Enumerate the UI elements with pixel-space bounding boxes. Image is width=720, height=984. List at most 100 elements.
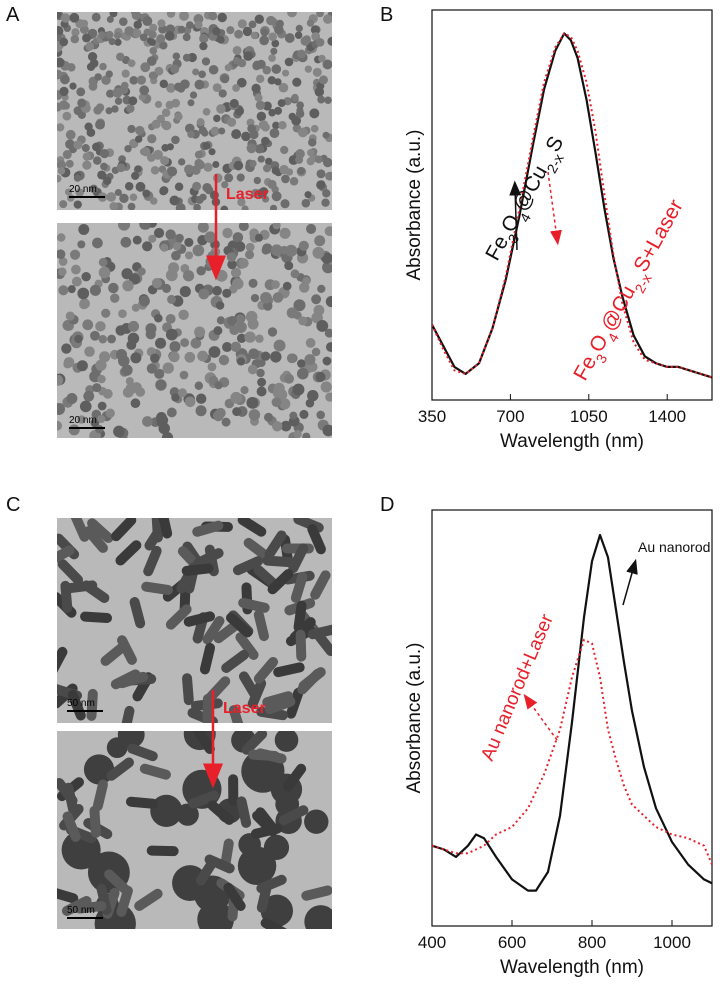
nanorod [87, 518, 114, 543]
nanorod [60, 580, 73, 613]
nanoparticle [57, 249, 66, 260]
nanoparticle [151, 119, 161, 129]
nanorod [238, 597, 270, 613]
nanoparticle [197, 223, 209, 233]
nanoparticle [194, 381, 204, 391]
nanoparticle [105, 107, 113, 115]
nanoparticle [81, 144, 90, 153]
nanoparticle [315, 371, 326, 383]
scale-bar-label: 20 nm [69, 184, 97, 195]
nanoparticle [257, 155, 265, 163]
nanoparticle [231, 129, 242, 140]
nanoparticle [307, 149, 315, 157]
nanoparticle [316, 410, 325, 420]
nanoparticle [202, 183, 212, 193]
nanoparticle [65, 159, 74, 168]
nanoparticle [127, 124, 136, 134]
nanoparticle [270, 244, 283, 257]
nanorod [139, 763, 171, 780]
nanoparticle [202, 107, 211, 116]
nanoparticle [157, 19, 166, 28]
nanoparticle [272, 292, 284, 303]
nanoparticle [182, 270, 195, 282]
nanoparticle [74, 334, 83, 344]
nanoparticle [131, 12, 141, 21]
nanoparticle [114, 188, 122, 197]
nanorod [207, 800, 235, 825]
nanoparticle [311, 32, 321, 41]
nanoparticle [192, 68, 200, 76]
nanorod [255, 748, 287, 764]
nanoparticle [274, 78, 282, 86]
nanoparticle [151, 278, 162, 289]
nanoparticle [212, 83, 222, 93]
nanoparticle [95, 359, 107, 371]
nanorod [307, 624, 332, 640]
laser-label-a: Laser [226, 186, 269, 203]
panel-letter-d: D [380, 494, 395, 516]
nanoparticle [208, 12, 218, 21]
nanoparticle [250, 293, 260, 303]
nanoparticle [64, 188, 73, 196]
nanoparticle [118, 223, 131, 231]
nanoparticle [232, 45, 242, 55]
nanorod [117, 671, 149, 689]
nanoparticle [122, 280, 134, 292]
nanoparticle [268, 32, 277, 42]
nanoparticle [220, 205, 229, 210]
nanoparticle [261, 243, 273, 254]
scale-bar-c-top: 50 nm [67, 698, 103, 712]
nanoparticle [159, 41, 168, 50]
nanoparticle [161, 432, 174, 438]
nanoparticle [272, 121, 280, 130]
nanoparticle [105, 30, 114, 39]
nanoparticle [274, 106, 283, 115]
nanorod [192, 731, 215, 754]
nanoparticle [309, 108, 320, 119]
nanoparticle [154, 66, 164, 76]
nanorod [307, 524, 326, 555]
nanoparticle [94, 73, 102, 81]
nanorod [129, 597, 146, 629]
nanoparticle [218, 354, 230, 366]
nanorod [83, 526, 108, 553]
nanorod [100, 642, 128, 666]
nanoparticle [114, 38, 122, 46]
nanoparticle [256, 111, 267, 122]
nanorod [165, 604, 192, 630]
tem-image-c-before: 50 nm [57, 518, 332, 723]
nanoparticle [269, 204, 278, 210]
nanoparticle [316, 12, 324, 18]
nanoparticle [226, 26, 235, 35]
nanoparticle [92, 383, 102, 393]
nanoparticle [297, 359, 306, 368]
nanoparticle [161, 283, 172, 293]
nanoparticle [215, 407, 226, 419]
nanoparticle [121, 69, 130, 78]
nanoparticle [146, 56, 157, 66]
nanoparticle [131, 171, 140, 180]
nanoparticle [57, 160, 67, 170]
nanoparticle [102, 388, 113, 399]
nanoparticle [257, 377, 267, 387]
nanoparticle [278, 121, 287, 130]
scale-bar-a-bottom: 20 nm [69, 415, 105, 429]
nanoparticle [279, 398, 291, 410]
series-line-black [432, 533, 712, 892]
nanoparticle [124, 145, 132, 153]
nanoparticle [232, 232, 244, 243]
nanoparticle [57, 57, 65, 68]
nanoparticle [177, 25, 186, 34]
nanoparticle [90, 330, 100, 341]
nanorod [181, 563, 214, 576]
nanoparticle [93, 105, 103, 115]
nanoparticle [233, 160, 244, 171]
nanoparticle [148, 234, 157, 243]
nanoparticle [302, 35, 311, 44]
nanoparticle [198, 288, 210, 300]
x-tick-label: 1000 [653, 933, 691, 952]
nanoparticle [248, 278, 258, 288]
nanoparticle [274, 731, 299, 752]
nanoparticle [127, 59, 136, 68]
